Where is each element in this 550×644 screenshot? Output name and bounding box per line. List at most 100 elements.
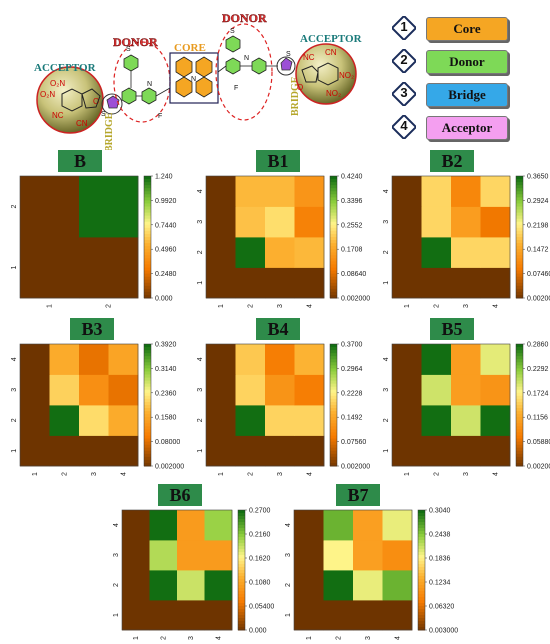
heatmap-cell bbox=[382, 600, 413, 631]
colorbar-segment bbox=[144, 197, 151, 201]
colorbar-segment bbox=[144, 252, 151, 256]
colorbar-segment bbox=[238, 627, 245, 631]
y-tick-label: 3 bbox=[113, 553, 120, 557]
colorbar-segment bbox=[330, 459, 337, 464]
colorbar-segment bbox=[330, 282, 337, 287]
colorbar-label: 0.000 bbox=[249, 628, 267, 635]
colorbar-segment bbox=[330, 395, 337, 400]
colorbar-segment bbox=[418, 627, 425, 631]
y-tick-label: 2 bbox=[383, 418, 390, 422]
colorbar-label: 0.2924 bbox=[527, 198, 549, 205]
colorbar-segment bbox=[144, 414, 151, 418]
colorbar-segment bbox=[238, 546, 245, 550]
colorbar-segment bbox=[238, 537, 245, 541]
heatmap-cell bbox=[20, 435, 50, 467]
colorbar-label: 0.3650 bbox=[527, 174, 549, 181]
heatmap-cell bbox=[79, 237, 139, 299]
heatmap-frame bbox=[19, 343, 139, 467]
heatmap-cell bbox=[421, 435, 452, 467]
colorbar-segment bbox=[418, 558, 425, 562]
colorbar-segment bbox=[330, 185, 337, 189]
colorbar-segment bbox=[516, 450, 523, 455]
colorbar-segment bbox=[330, 179, 337, 183]
heatmap-cell bbox=[20, 344, 50, 375]
colorbar-segment bbox=[144, 462, 151, 467]
legend-label: Core bbox=[426, 17, 508, 41]
colorbar-segment bbox=[144, 368, 151, 372]
x-tick-label: 4 bbox=[306, 304, 313, 308]
colorbar-segment bbox=[144, 233, 151, 238]
donor-right-ellipse bbox=[215, 23, 273, 121]
colorbar-label: 0.07560 bbox=[341, 439, 366, 446]
colorbar-segment bbox=[418, 552, 425, 556]
heatmap-cell bbox=[294, 206, 325, 238]
colorbar bbox=[237, 509, 246, 631]
colorbar-segment bbox=[516, 453, 523, 458]
heatmap-cell bbox=[235, 344, 266, 375]
colorbar-segment bbox=[516, 417, 523, 421]
colorbar-segment bbox=[330, 432, 337, 436]
colorbar-segment bbox=[238, 555, 245, 559]
heatmap-cell bbox=[294, 510, 324, 541]
atom-label: S bbox=[126, 46, 131, 53]
acceptor-right-sphere bbox=[295, 43, 357, 105]
colorbar-segment bbox=[238, 543, 245, 547]
colorbar-segment bbox=[516, 209, 523, 214]
colorbar-segment bbox=[238, 609, 245, 613]
colorbar-segment bbox=[238, 603, 245, 607]
colorbar-segment bbox=[418, 624, 425, 628]
legend-diamond: 3 bbox=[392, 82, 416, 106]
legend-item-core: 1 Core bbox=[388, 14, 518, 44]
heatmap-cell bbox=[392, 237, 422, 268]
colorbar-label: 0.1580 bbox=[155, 415, 177, 422]
heatmap-cell bbox=[20, 405, 50, 436]
colorbar-segment bbox=[516, 230, 523, 235]
colorbar-segment bbox=[330, 401, 337, 406]
colorbar-segment bbox=[144, 441, 151, 446]
colorbar-segment bbox=[144, 246, 151, 250]
colorbar-segment bbox=[516, 279, 523, 284]
heatmap-cell bbox=[79, 435, 109, 467]
heatmap-cell bbox=[480, 374, 511, 406]
heatmap-cell bbox=[353, 570, 383, 601]
colorbar-segment bbox=[516, 273, 523, 278]
colorbar-label: 0.2438 bbox=[429, 532, 451, 539]
colorbar-segment bbox=[330, 279, 337, 284]
colorbar-segment bbox=[516, 237, 523, 241]
heatmap-cell bbox=[451, 206, 481, 238]
x-tick-label: 2 bbox=[433, 472, 440, 476]
colorbar-segment bbox=[330, 267, 337, 272]
x-tick-label: 4 bbox=[306, 472, 313, 476]
heatmap-cell bbox=[108, 374, 139, 406]
colorbar-label: 0.1234 bbox=[429, 580, 451, 587]
colorbar bbox=[515, 343, 524, 467]
colorbar-segment bbox=[330, 423, 337, 427]
colorbar-segment bbox=[238, 573, 245, 577]
colorbar-segment bbox=[330, 276, 337, 281]
bond bbox=[155, 87, 171, 97]
benzene-ring bbox=[251, 57, 267, 75]
colorbar-segment bbox=[144, 188, 151, 192]
colorbar-segment bbox=[516, 264, 523, 268]
heatmap-panel-b5: B5 1 2 3 4 1 2 3 4 0.2860 0.2292 0.1724 0.1156 0.0588… bbox=[378, 318, 550, 480]
colorbar-segment bbox=[144, 344, 151, 348]
colorbar-segment bbox=[516, 405, 523, 409]
heatmap-title: B bbox=[58, 150, 102, 172]
colorbar-segment bbox=[144, 438, 151, 443]
heatmap-cell bbox=[235, 405, 266, 436]
colorbar-segment bbox=[238, 549, 245, 553]
heatmap-cell bbox=[421, 267, 452, 299]
heatmap-frame bbox=[19, 175, 139, 299]
colorbar-segment bbox=[418, 522, 425, 526]
colorbar-segment bbox=[516, 462, 523, 467]
colorbar-label: 0.2198 bbox=[527, 222, 549, 229]
heatmap-cell bbox=[177, 600, 205, 631]
colorbar-segment bbox=[418, 609, 425, 613]
heatmap-cell bbox=[480, 237, 511, 268]
heatmap-cell bbox=[382, 510, 413, 541]
colorbar-segment bbox=[144, 453, 151, 458]
colorbar-segment bbox=[238, 591, 245, 595]
x-tick-label: 4 bbox=[120, 472, 127, 476]
colorbar-segment bbox=[144, 255, 151, 259]
colorbar-segment bbox=[516, 185, 523, 189]
